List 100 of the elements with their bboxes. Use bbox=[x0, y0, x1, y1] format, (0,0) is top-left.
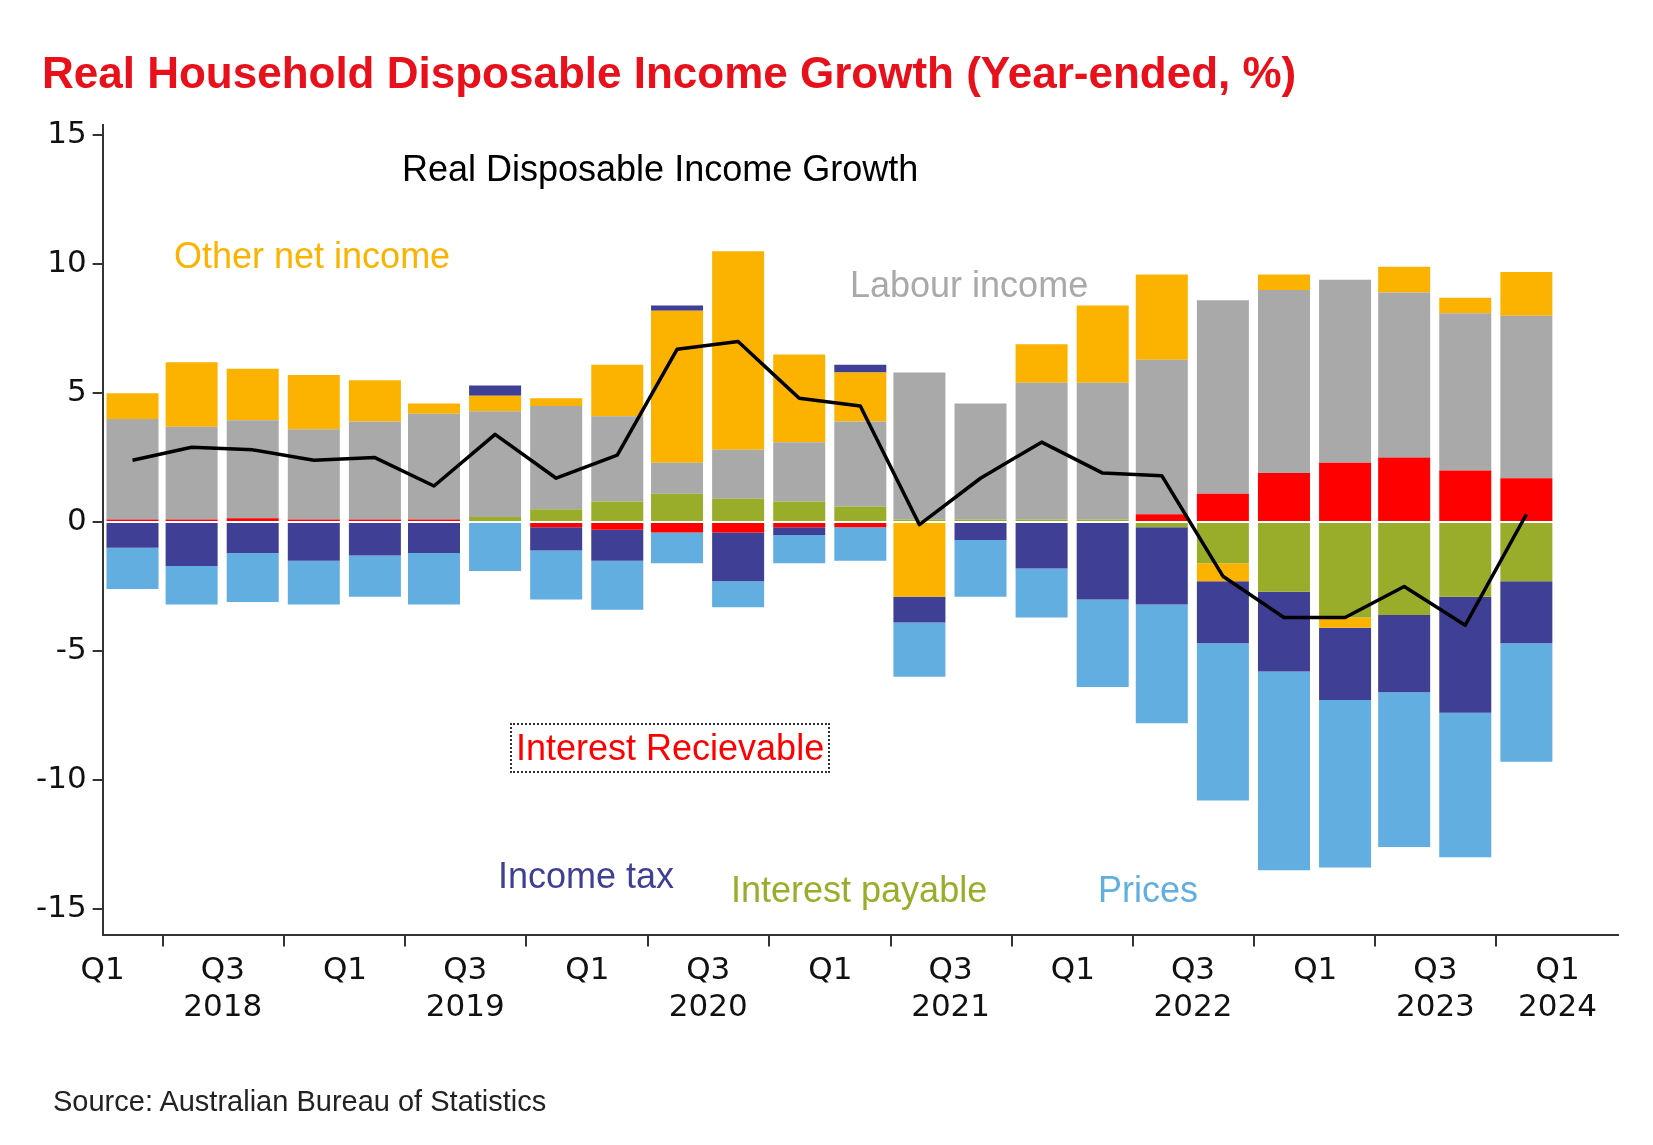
bar bbox=[773, 534, 826, 564]
y-tick-label: 5 bbox=[66, 372, 87, 409]
bar bbox=[407, 403, 460, 414]
bar bbox=[1378, 614, 1431, 693]
bar bbox=[1500, 478, 1553, 522]
x-tick-label: Q1 2024 bbox=[1518, 950, 1598, 1024]
bar bbox=[530, 509, 583, 522]
bar bbox=[469, 516, 522, 522]
text: Labour income bbox=[850, 264, 1089, 306]
bar bbox=[1319, 627, 1372, 700]
bar bbox=[165, 523, 218, 566]
bar bbox=[712, 449, 765, 499]
bar bbox=[530, 398, 583, 407]
bar bbox=[1257, 473, 1310, 522]
bar bbox=[287, 429, 340, 520]
bar bbox=[469, 523, 522, 572]
bar bbox=[893, 622, 946, 677]
bar bbox=[651, 523, 704, 533]
bar bbox=[1500, 315, 1553, 479]
bar bbox=[651, 532, 704, 564]
bar bbox=[1015, 523, 1068, 569]
bar bbox=[893, 372, 946, 520]
bar bbox=[893, 596, 946, 623]
bar bbox=[287, 523, 340, 561]
bar bbox=[651, 462, 704, 494]
bar bbox=[591, 364, 644, 417]
bar bbox=[1319, 523, 1372, 618]
bar bbox=[893, 523, 946, 597]
bar bbox=[1076, 305, 1129, 383]
bar bbox=[1378, 292, 1431, 458]
bar bbox=[1257, 591, 1310, 672]
bar bbox=[651, 493, 704, 522]
bar bbox=[1196, 563, 1249, 582]
bar bbox=[287, 560, 340, 605]
bar bbox=[773, 501, 826, 522]
bar bbox=[165, 362, 218, 427]
bar bbox=[1196, 643, 1249, 801]
bar bbox=[1439, 712, 1492, 858]
bar bbox=[530, 523, 583, 528]
bar bbox=[712, 523, 765, 533]
text: Income tax bbox=[498, 855, 675, 897]
bar bbox=[1135, 274, 1188, 360]
bar bbox=[1439, 313, 1492, 471]
bar bbox=[530, 406, 583, 510]
bar bbox=[1196, 581, 1249, 644]
bar bbox=[226, 523, 279, 554]
x-tick-label: Q3 2022 bbox=[1153, 950, 1233, 1024]
bar bbox=[1015, 568, 1068, 618]
bar bbox=[834, 523, 887, 528]
bar bbox=[712, 251, 765, 450]
bar bbox=[712, 498, 765, 522]
text: Interest Recievable bbox=[510, 723, 831, 773]
bar bbox=[1319, 699, 1372, 868]
bar bbox=[348, 523, 401, 556]
x-tick-label: Q3 2019 bbox=[425, 950, 505, 1024]
y-tick-label: -10 bbox=[35, 758, 87, 795]
bar bbox=[1196, 523, 1249, 564]
bar bbox=[591, 529, 644, 561]
bar bbox=[1257, 274, 1310, 291]
chart-title: Real Household Disposable Income Growth (Year-ended, %) bbox=[42, 48, 1297, 98]
bar bbox=[773, 442, 826, 502]
bar bbox=[226, 553, 279, 602]
x-tick-label: Q3 2020 bbox=[668, 950, 748, 1024]
bar bbox=[1439, 596, 1492, 713]
text: Interest payable bbox=[731, 869, 988, 911]
bar bbox=[834, 506, 887, 522]
bar bbox=[1135, 514, 1188, 522]
bar bbox=[1015, 344, 1068, 383]
bar bbox=[1135, 527, 1188, 605]
bar bbox=[834, 421, 887, 507]
bar bbox=[287, 375, 340, 430]
bar bbox=[348, 421, 401, 520]
bar bbox=[226, 368, 279, 421]
bar bbox=[1500, 271, 1553, 316]
x-tick-label: Q1 bbox=[322, 950, 368, 987]
bar bbox=[834, 527, 887, 561]
bar bbox=[773, 523, 826, 528]
bar bbox=[1378, 523, 1431, 615]
y-tick-label: 15 bbox=[47, 114, 87, 151]
bar bbox=[1015, 382, 1068, 520]
bar bbox=[834, 372, 887, 422]
bar bbox=[773, 527, 826, 535]
bar bbox=[712, 532, 765, 582]
bar bbox=[591, 416, 644, 502]
bar bbox=[106, 418, 159, 520]
bar bbox=[407, 523, 460, 554]
bar bbox=[1378, 457, 1431, 522]
bar bbox=[407, 553, 460, 605]
y-tick-label: -15 bbox=[35, 887, 87, 924]
text: Other net income bbox=[174, 235, 451, 277]
bar bbox=[954, 523, 1007, 541]
source-note: Source: Australian Bureau of Statistics bbox=[53, 1085, 547, 1118]
bar bbox=[591, 523, 644, 530]
bar bbox=[834, 364, 887, 373]
bar bbox=[1319, 279, 1372, 463]
x-tick-label: Q1 bbox=[80, 950, 125, 987]
bar bbox=[1257, 290, 1310, 474]
bar bbox=[469, 395, 522, 412]
bar bbox=[165, 565, 218, 605]
bar bbox=[1500, 643, 1553, 762]
